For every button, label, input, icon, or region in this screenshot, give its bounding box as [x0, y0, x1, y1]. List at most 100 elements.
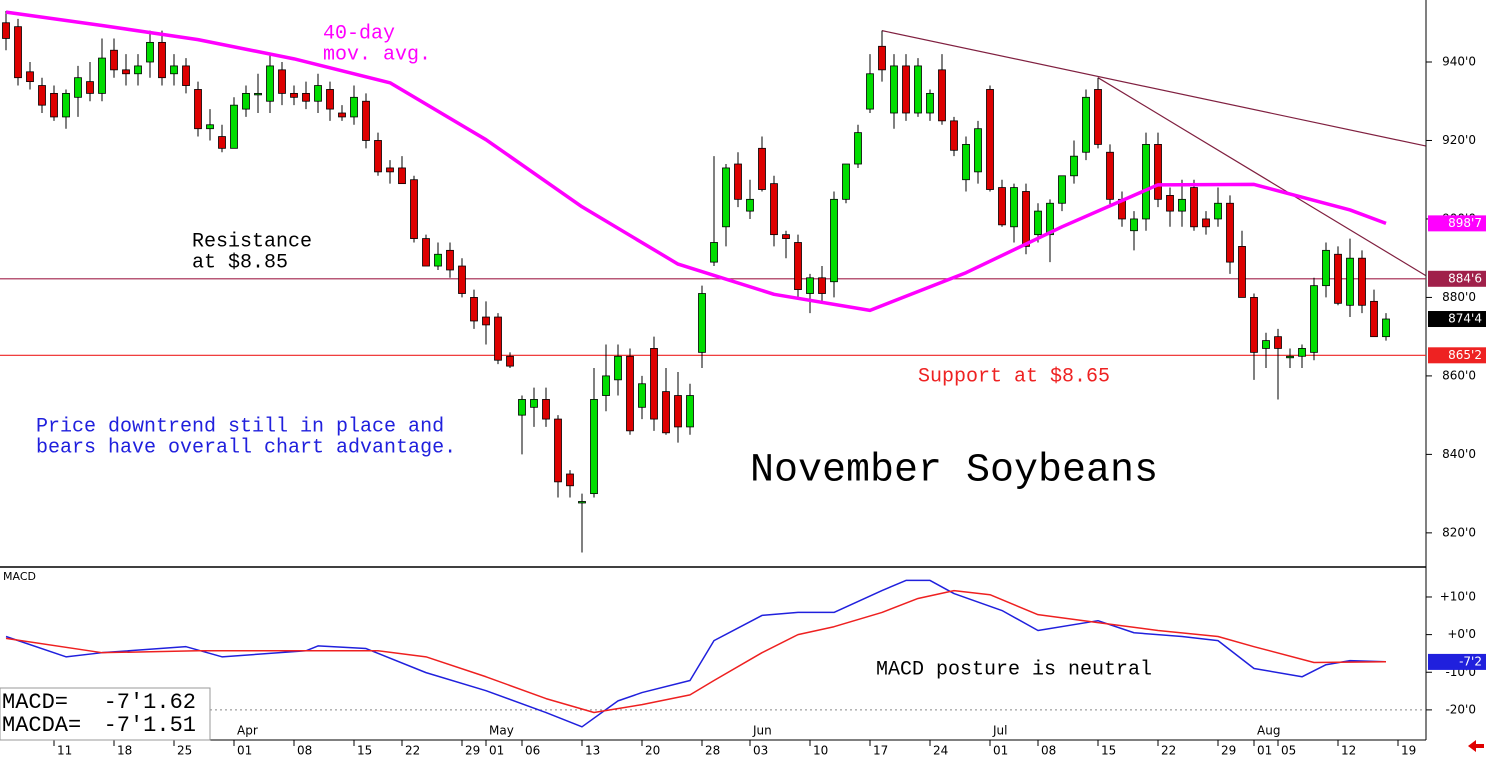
- level-annotation: at $8.85: [192, 251, 288, 274]
- candle-body: [962, 143, 970, 181]
- x-tick-label: 03: [753, 744, 768, 758]
- y-tick-label: +10'0: [1440, 589, 1476, 603]
- candle-body: [986, 89, 994, 190]
- x-tick-label: 22: [1161, 744, 1176, 758]
- y-tick-label: 840'0: [1442, 447, 1476, 461]
- candle-body: [278, 69, 286, 94]
- x-tick-label: 22: [405, 744, 420, 758]
- candle-body: [422, 238, 430, 267]
- candle-body: [458, 265, 466, 294]
- x-tick-label: 28: [705, 744, 720, 758]
- candle-body: [74, 77, 82, 98]
- candle-body: [914, 65, 922, 114]
- month-label: Jul: [992, 724, 1007, 738]
- value-box-label: 898'7: [1448, 216, 1482, 230]
- candle-body: [326, 89, 334, 110]
- value-box: [1428, 347, 1486, 364]
- candle-body: [890, 65, 898, 114]
- candle-body: [566, 473, 574, 487]
- note: bears have overall chart advantage.: [36, 436, 456, 459]
- candle-body: [1346, 257, 1354, 306]
- candle-body: [938, 69, 946, 122]
- candle-body: [734, 163, 742, 200]
- candle-body: [1382, 318, 1390, 338]
- value-box: [1428, 215, 1486, 232]
- candle-body: [1250, 297, 1258, 353]
- candle-body: [878, 45, 886, 71]
- candle-body: [1154, 143, 1162, 200]
- candle-body: [746, 198, 754, 212]
- trendline: [1097, 77, 1426, 276]
- candle-body: [674, 395, 682, 428]
- candle-body: [1286, 355, 1294, 359]
- candle-body: [122, 69, 130, 75]
- x-tick-label: 20: [645, 744, 660, 758]
- x-tick-label: 24: [933, 744, 948, 758]
- candle-body: [842, 163, 850, 200]
- candle-body: [590, 399, 598, 495]
- candle-body: [194, 89, 202, 130]
- candle-body: [1334, 253, 1342, 304]
- candle-body: [854, 132, 862, 165]
- candle-body: [1058, 175, 1066, 204]
- y-tick-label: 880'0: [1442, 290, 1476, 304]
- x-tick-label: 19: [1401, 744, 1416, 758]
- y-tick-label: -20'0: [1445, 702, 1476, 716]
- candle-body: [554, 418, 562, 483]
- x-tick-label: 01: [1257, 744, 1272, 758]
- candle-body: [2, 22, 10, 39]
- candle-body: [1238, 246, 1246, 298]
- candle-body: [98, 57, 106, 94]
- x-tick-label: 08: [297, 744, 312, 758]
- candle-body: [470, 297, 478, 322]
- candle-body: [386, 167, 394, 173]
- candle-body: [374, 140, 382, 173]
- x-tick-label: 29: [465, 744, 480, 758]
- readout-name: MACDA=: [2, 713, 81, 738]
- x-tick-label: 25: [177, 744, 192, 758]
- macd-line: [5, 589, 1387, 714]
- x-tick-label: 29: [1221, 744, 1236, 758]
- candle-body: [362, 100, 370, 141]
- value-box-label: 874'4: [1448, 312, 1482, 326]
- x-tick-label: 10: [813, 744, 828, 758]
- scroll-arrow[interactable]: [1468, 740, 1484, 752]
- trendline: [881, 30, 1426, 147]
- candle-body: [1106, 151, 1114, 200]
- candle-body: [650, 348, 658, 420]
- x-tick-label: 13: [585, 744, 600, 758]
- candle-body: [482, 316, 490, 326]
- candle-body: [494, 316, 502, 361]
- candle-body: [1046, 202, 1054, 236]
- candle-body: [206, 124, 214, 130]
- candle-body: [866, 73, 874, 110]
- candle-body: [782, 234, 790, 239]
- candle-body: [26, 71, 34, 83]
- readout-value: -7'1.62: [104, 690, 196, 715]
- candle-body: [254, 92, 262, 96]
- y-tick-label: 920'0: [1442, 133, 1476, 147]
- candle-body: [902, 65, 910, 114]
- candle-body: [242, 92, 250, 110]
- candle-body: [1310, 285, 1318, 353]
- candle-body: [1070, 155, 1078, 177]
- candle-body: [38, 85, 46, 106]
- candle-body: [134, 65, 142, 75]
- level-annotation: Resistance: [192, 230, 312, 253]
- x-tick-label: 11: [57, 744, 72, 758]
- readout-box: [0, 687, 211, 741]
- note: Price downtrend still in place and: [36, 415, 444, 438]
- candle-body: [758, 147, 766, 190]
- candle-body: [170, 65, 178, 75]
- y-tick-label: 860'0: [1442, 368, 1476, 382]
- x-tick-label: 01: [993, 744, 1008, 758]
- candle-body: [50, 92, 58, 118]
- candle-body: [146, 41, 154, 63]
- readout-name: MACD=: [2, 690, 68, 715]
- candle-body: [1226, 202, 1234, 263]
- value-box: [1428, 270, 1486, 287]
- candle-body: [1298, 348, 1306, 357]
- candle-body: [14, 26, 22, 79]
- candle-body: [518, 399, 526, 416]
